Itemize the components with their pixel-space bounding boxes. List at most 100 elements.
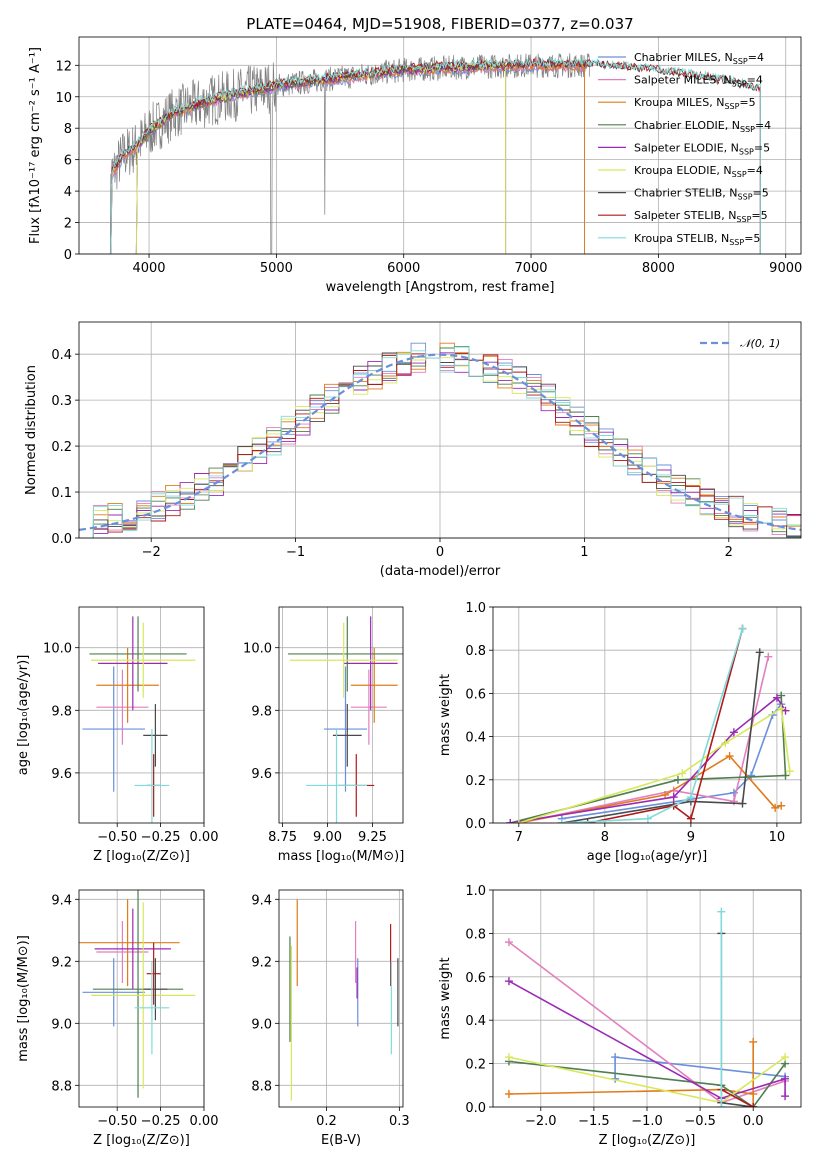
model-spectrum-line	[110, 57, 761, 254]
x-tick-label: 10	[769, 830, 786, 845]
legend-entry: Chabrier MILES, NSSP=4	[634, 51, 764, 66]
x-tick-label: 9.25	[358, 830, 387, 845]
error-bar	[82, 666, 145, 792]
y-tick-label: 1.0	[465, 884, 486, 899]
legend-n-value: =4	[748, 51, 764, 64]
mass-weight-marker	[781, 1074, 790, 1083]
y-axis-label: mass [log₁₀(M/M⊙)]	[16, 935, 31, 1062]
legend-subscript: SSP	[732, 80, 747, 89]
model-spectrum-line	[110, 56, 761, 254]
mass-weight-marker	[738, 799, 747, 808]
mass-weight-marker	[781, 706, 790, 715]
x-tick-label: 9	[687, 830, 695, 845]
x-tick-label: 0.2	[316, 1114, 337, 1129]
mass-weight-marker	[771, 803, 780, 812]
y-tick-label: 0.3	[51, 394, 72, 409]
legend-subscript: SSP	[724, 102, 739, 111]
y-tick-label: 10.0	[243, 642, 272, 657]
error-bar	[91, 902, 196, 1089]
x-tick-label: 6000	[387, 261, 420, 276]
x-axis-label: mass [log₁₀(M/M⊙)]	[278, 849, 405, 864]
y-axis-label: age [log₁₀(age/yr)]	[16, 655, 31, 776]
x-tick-label: 0.00	[190, 830, 219, 845]
legend-n-value: =4	[755, 119, 771, 132]
error-bar	[305, 729, 368, 823]
mass-weight-marker	[785, 767, 794, 776]
plot-area	[82, 616, 196, 823]
legend-n-value: =5	[739, 96, 755, 109]
x-axis-label: (data-model)/error	[380, 564, 501, 579]
y-tick-label: 9.0	[51, 1017, 72, 1032]
mass-vs-ebv-panel: 0.2 0.3 8.8 9.0 9.2 9.4 E(B-V)	[251, 889, 410, 1148]
legend: Chabrier MILES, NSSP=4 Salpeter MILES, NS…	[598, 51, 771, 247]
mass-weight-marker	[717, 907, 726, 916]
x-axis-label: wavelength [Angstrom, rest frame]	[326, 280, 555, 295]
mass-weight-marker	[729, 728, 738, 737]
x-tick-label: −0.5	[684, 1114, 716, 1129]
legend-entry: Salpeter MILES, NSSP=4	[634, 74, 763, 89]
mass-weight-marker	[504, 938, 513, 947]
x-tick-label: 1	[580, 545, 588, 560]
figure-title: PLATE=0464, MJD=51908, FIBERID=0377, z=0…	[246, 15, 633, 33]
legend-entry: 𝒩(0, 1)	[740, 337, 780, 350]
axes-frame	[278, 606, 404, 824]
x-axis-label: Z [log₁₀(Z/Z⊙)]	[93, 849, 190, 864]
legend-subscript: SSP	[732, 170, 747, 179]
mass-weight-marker	[755, 648, 764, 657]
error-bar	[289, 622, 398, 698]
x-tick-label: 0.00	[190, 1114, 219, 1129]
mass-vs-metallicity-panel: −0.50 −0.25 0.00 8.8 9.0 9.2 9.4 Z [log₁₀(Z/Z⊙)…	[16, 889, 219, 1148]
mass-weight-marker	[506, 819, 515, 823]
legend-entry: Kroupa ELODIE, NSSP=4	[634, 164, 763, 179]
legend-entry: Kroupa STELIB, NSSP=5	[634, 232, 760, 247]
mass-weight-line	[587, 628, 744, 823]
mass-weight-marker	[514, 819, 523, 823]
plot-area	[79, 890, 196, 1098]
axes-frame	[78, 36, 802, 255]
mass-weight-marker	[717, 1103, 726, 1107]
y-tick-label: 9.8	[251, 704, 272, 719]
mass-weight-marker	[781, 771, 790, 780]
x-tick-label: 4000	[132, 261, 165, 276]
massweight-vs-age-panel: 7 8 9 10 0.0 0.2 0.4 0.6 0.8 1.0 age [log₁₀(age/yr…	[438, 601, 802, 864]
plot-area	[506, 624, 794, 823]
ticks: −0.50 −0.25 0.00 9.6 9.8 10.0	[43, 642, 218, 845]
y-tick-label: 0.0	[465, 1101, 486, 1116]
x-axis-label: age [log₁₀(age/yr)]	[587, 849, 708, 864]
y-tick-label: 9.4	[251, 893, 272, 908]
x-tick-label: −0.25	[141, 830, 181, 845]
error-bar	[98, 616, 168, 711]
x-tick-label: 8.75	[268, 830, 297, 845]
y-tick-label: 9.2	[251, 955, 272, 970]
axes-frame	[492, 606, 802, 824]
ticks: 0.2 0.3 8.8 9.0 9.2 9.4	[251, 893, 409, 1129]
legend-entry: Chabrier STELIB, NSSP=5	[634, 187, 769, 202]
legend-subscript: SSP	[739, 147, 754, 156]
y-tick-label: 0.0	[465, 817, 486, 832]
mass-weight-marker	[669, 793, 678, 802]
x-tick-label: −1	[286, 545, 305, 560]
mass-weight-marker	[749, 1103, 758, 1107]
mass-weight-marker	[738, 624, 747, 633]
y-tick-label: 12	[55, 59, 72, 74]
x-tick-label: 5000	[260, 261, 293, 276]
y-tick-label: 9.6	[51, 767, 72, 782]
ticks: −2.0 −1.5 −1.0 −0.5 0.0 0.0 0.2 0.4 0.6 0.8 1.0	[465, 884, 763, 1129]
y-tick-label: 0.4	[465, 731, 486, 746]
error-bar	[134, 961, 170, 1055]
y-tick-label: 0.6	[465, 687, 486, 702]
mass-weight-marker	[781, 1092, 790, 1101]
error-bar	[96, 921, 149, 983]
y-tick-label: 8	[64, 122, 72, 137]
mass-weight-marker	[678, 769, 687, 778]
x-tick-label: −0.50	[97, 830, 137, 845]
x-tick-label: 7	[515, 830, 523, 845]
error-bar	[134, 729, 170, 823]
y-tick-label: 0.4	[465, 1014, 486, 1029]
massweight-vs-metallicity-panel: −2.0 −1.5 −1.0 −0.5 0.0 0.0 0.2 0.4 0.6 0.8 1.0 Z […	[438, 884, 802, 1148]
mass-weight-marker	[661, 790, 670, 799]
x-axis-label: Z [log₁₀(Z/Z⊙)]	[93, 1133, 190, 1148]
y-tick-label: 0.1	[51, 486, 72, 501]
legend-n-value: =4	[747, 74, 763, 87]
error-bar	[89, 616, 187, 692]
